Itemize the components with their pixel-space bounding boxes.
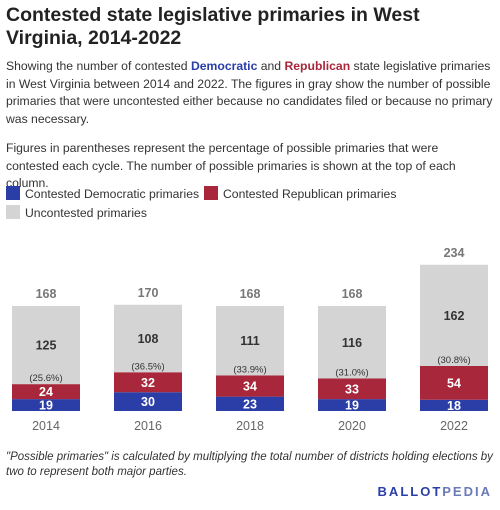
data-label-uncontested: 162 <box>444 309 465 323</box>
bar-uncontested <box>114 304 182 373</box>
bar-democratic <box>420 399 488 411</box>
data-label-republican: 33 <box>345 382 359 396</box>
percent-contested-label: (30.8%) <box>437 355 470 366</box>
republican-label: Republican <box>284 59 351 73</box>
percent-contested-label: (33.9%) <box>233 364 266 375</box>
column-total-label: 168 <box>36 287 57 301</box>
chart-note: Figures in parentheses represent the per… <box>6 141 456 190</box>
x-axis-tick-label: 2020 <box>338 419 366 433</box>
column-total-label: 170 <box>138 286 159 300</box>
bar-democratic <box>114 392 182 411</box>
bar-uncontested <box>420 264 488 366</box>
bar-democratic <box>318 399 386 411</box>
democratic-label: Democratic <box>190 59 258 73</box>
legend-label-democratic: Contested Democratic primaries <box>25 187 200 201</box>
ballotpedia-logo: BALLOTPEDIA <box>378 484 492 499</box>
description-text: and <box>257 59 285 73</box>
chart-title: Contested state legislative primaries in… <box>6 4 420 49</box>
bar-republican <box>114 372 182 393</box>
data-label-democratic: 19 <box>345 399 359 413</box>
column-total-label: 168 <box>240 287 261 301</box>
legend-swatch-uncontested <box>6 205 20 219</box>
data-label-uncontested: 108 <box>138 332 159 346</box>
legend-label-republican: Contested Republican primaries <box>223 187 397 201</box>
x-axis-tick-label: 2018 <box>236 419 264 433</box>
percent-contested-label: (25.6%) <box>29 373 62 384</box>
data-label-republican: 32 <box>141 376 155 390</box>
data-label-republican: 34 <box>243 380 257 394</box>
legend-swatch-democratic <box>6 186 20 200</box>
stacked-bar-chart: 1924125(25.6%)16820143032108(36.5%)17020… <box>12 246 488 433</box>
logo-text-ballot: BALLOT <box>377 484 443 499</box>
logo-text-pedia: PEDIA <box>442 484 492 499</box>
legend-swatch-republican <box>204 186 218 200</box>
bar-republican <box>318 378 386 400</box>
bar-republican <box>12 384 80 400</box>
data-label-uncontested: 116 <box>342 336 362 350</box>
legend-item-democratic: Contested Democratic primaries <box>6 186 199 202</box>
column-total-label: 234 <box>444 246 465 260</box>
column-total-label: 168 <box>342 287 363 301</box>
percent-contested-label: (31.0%) <box>335 368 368 379</box>
bar-democratic <box>12 399 80 411</box>
percent-contested-label: (36.5%) <box>131 361 164 372</box>
footnote: "Possible primaries" is calculated by mu… <box>6 451 493 478</box>
data-label-republican: 54 <box>447 376 461 390</box>
description-text: state legislative primaries in West Virg… <box>6 59 493 126</box>
data-label-democratic: 30 <box>141 395 155 409</box>
bar-democratic <box>216 396 284 411</box>
x-axis-tick-label: 2022 <box>440 419 468 433</box>
data-label-democratic: 23 <box>243 397 257 411</box>
legend-item-uncontested: Uncontested primaries <box>6 205 147 221</box>
bar-republican <box>216 375 284 397</box>
bar-republican <box>420 366 488 400</box>
x-axis-tick-label: 2016 <box>134 419 162 433</box>
bar-uncontested <box>318 306 386 379</box>
data-label-uncontested: 111 <box>240 334 260 348</box>
description-text: Showing the number of contested <box>6 59 191 73</box>
data-label-republican: 24 <box>39 385 53 399</box>
legend-label-uncontested: Uncontested primaries <box>25 206 147 220</box>
x-axis-tick-label: 2014 <box>32 419 60 433</box>
bar-uncontested <box>12 306 80 385</box>
chart-description: Showing the number of contested Democrat… <box>6 58 494 128</box>
legend-item-republican: Contested Republican primaries <box>204 186 396 202</box>
data-label-democratic: 19 <box>39 399 53 413</box>
data-label-uncontested: 125 <box>36 339 57 353</box>
data-label-democratic: 18 <box>447 399 461 413</box>
bar-uncontested <box>216 306 284 376</box>
